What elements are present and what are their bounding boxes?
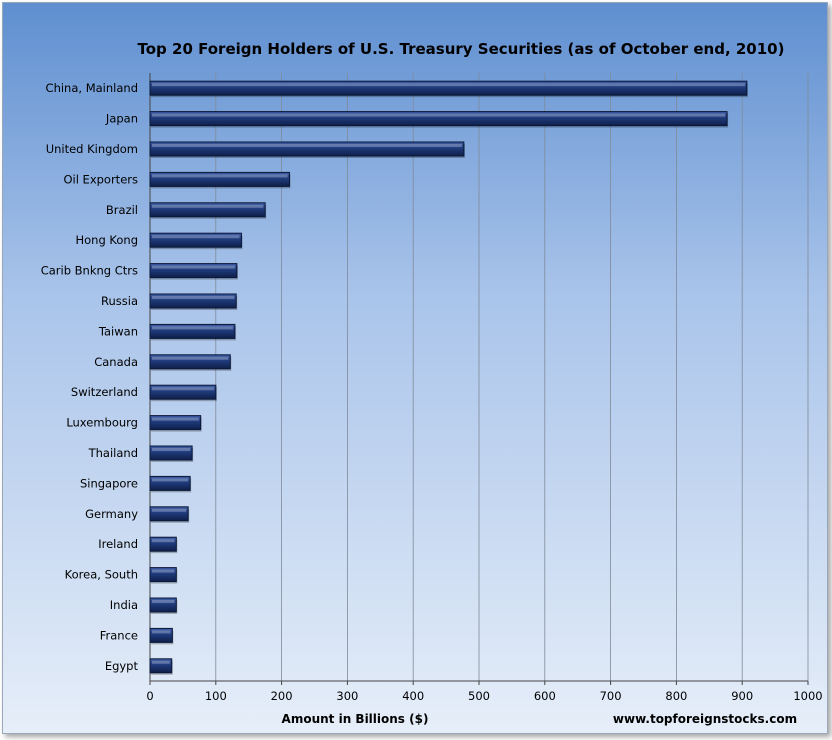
bar-highlight — [152, 508, 187, 512]
x-tick-label: 300 — [336, 689, 358, 703]
category-label: Thailand — [88, 446, 138, 460]
bar — [149, 445, 193, 461]
bar-highlight — [152, 356, 229, 360]
bar-highlight — [152, 83, 745, 87]
category-label: Ireland — [98, 537, 138, 551]
bar — [149, 597, 177, 613]
chart-title: Top 20 Foreign Holders of U.S. Treasury … — [138, 40, 785, 58]
bar — [149, 202, 266, 218]
category-label: Singapore — [80, 476, 138, 490]
bar-highlight — [152, 660, 170, 664]
x-tick-label: 200 — [271, 689, 293, 703]
category-label: Oil Exporters — [63, 172, 138, 186]
bar-highlight — [152, 387, 214, 391]
x-tick-label: 600 — [534, 689, 556, 703]
x-tick-label: 800 — [665, 689, 687, 703]
bar — [149, 232, 242, 248]
x-tick-label: 900 — [731, 689, 753, 703]
bar-highlight — [152, 600, 175, 603]
category-label: Luxembourg — [66, 416, 138, 430]
bar — [149, 80, 748, 96]
category-label: India — [110, 598, 138, 612]
bar-highlight — [152, 448, 191, 451]
gridlines — [149, 73, 809, 682]
bar — [149, 263, 238, 279]
source-note: www.topforeignstocks.com — [613, 712, 797, 726]
x-axis-ticks: 0 100 200 300 400 500 600 700 800 900 1000 — [146, 681, 823, 703]
bar — [149, 627, 173, 643]
category-label: France — [100, 628, 138, 642]
bar-highlight — [152, 144, 462, 147]
category-labels: China, Mainland Japan United Kingdom Oil Ex… — [41, 81, 139, 673]
bar — [149, 111, 728, 127]
bar — [149, 506, 189, 522]
bar-highlight — [152, 326, 233, 330]
category-label: Carib Bnkng Ctrs — [41, 264, 138, 278]
bar-highlight — [152, 235, 240, 239]
bar-highlight — [152, 113, 726, 117]
bar-highlight — [152, 417, 199, 421]
x-axis-title: Amount in Billions ($) — [282, 712, 429, 726]
bar — [149, 293, 237, 309]
bar — [149, 384, 217, 400]
bars — [149, 80, 748, 675]
bar-highlight — [152, 539, 175, 543]
bar — [149, 354, 231, 370]
category-label: Russia — [101, 294, 138, 308]
x-tick-label: 700 — [600, 689, 622, 703]
bar-highlight — [152, 265, 235, 269]
bar-highlight — [152, 630, 171, 634]
bar — [149, 536, 177, 552]
bar — [149, 475, 191, 491]
category-label: Taiwan — [98, 324, 138, 338]
category-label: Hong Kong — [75, 233, 138, 247]
category-label: Canada — [94, 355, 138, 369]
category-label: Korea, South — [65, 568, 138, 582]
category-label: Japan — [105, 112, 138, 126]
bar-highlight — [152, 296, 235, 299]
x-tick-label: 500 — [468, 689, 490, 703]
bar-highlight — [152, 569, 175, 573]
category-label: Brazil — [106, 203, 138, 217]
bar — [149, 141, 465, 157]
bar — [149, 658, 173, 674]
bar — [149, 171, 290, 187]
bar-highlight — [152, 204, 264, 208]
bar-highlight — [152, 478, 189, 482]
bar — [149, 415, 202, 431]
bar-chart: Top 20 Foreign Holders of U.S. Treasury … — [41, 40, 823, 726]
x-tick-label: 1000 — [793, 689, 822, 703]
bar — [149, 323, 236, 339]
x-tick-label: 100 — [205, 689, 227, 703]
category-label: Germany — [85, 507, 138, 521]
bar-highlight — [152, 174, 288, 178]
x-tick-label: 0 — [146, 689, 153, 703]
x-tick-label: 400 — [402, 689, 424, 703]
category-label: China, Mainland — [46, 81, 138, 95]
category-label: Egypt — [105, 659, 139, 673]
bar — [149, 567, 177, 583]
category-label: United Kingdom — [46, 142, 138, 156]
category-label: Switzerland — [71, 385, 138, 399]
